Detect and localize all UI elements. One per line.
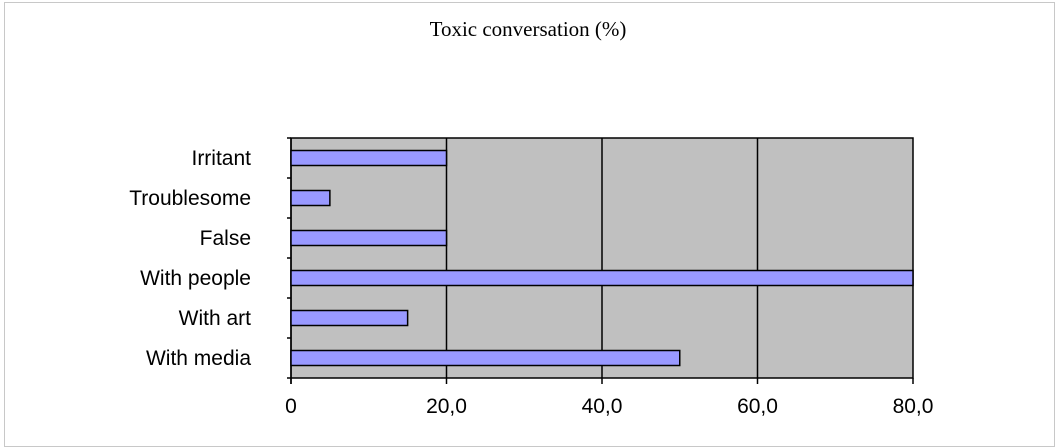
x-tick-label-2: 40,0: [582, 395, 623, 418]
bar-troublesome: [290, 189, 331, 207]
bar-with-media: [290, 349, 681, 367]
x-tick-label-1: 20,0: [426, 395, 467, 418]
category-label-troublesome: Troublesome: [129, 187, 251, 210]
chart-title: Toxic conversation (%): [429, 17, 627, 41]
bar-with-people: [290, 269, 914, 287]
category-label-with-people: With people: [140, 267, 251, 290]
category-label-with-art: With art: [179, 307, 252, 330]
bar-with-art: [290, 309, 409, 327]
category-label-false: False: [200, 227, 251, 250]
category-label-irritant: Irritant: [191, 147, 251, 170]
bar-false: [290, 229, 448, 247]
x-tick-label-0: 0: [285, 395, 297, 418]
bar-irritant: [290, 149, 448, 167]
category-label-with-media: With media: [146, 347, 251, 370]
x-tick-label-3: 60,0: [737, 395, 778, 418]
x-tick-label-4: 80,0: [893, 395, 934, 418]
